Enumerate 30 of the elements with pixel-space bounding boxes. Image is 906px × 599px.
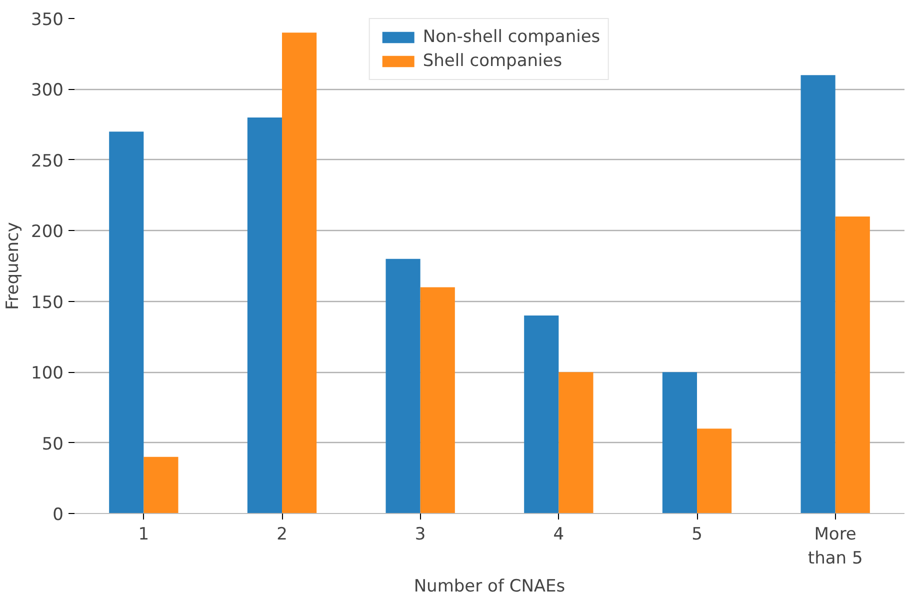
x-tick-label: More than 5 (808, 524, 863, 568)
bar (662, 372, 697, 514)
bar (282, 32, 317, 514)
bar (697, 428, 732, 514)
x-tick-label: 5 (692, 524, 702, 544)
bar (247, 118, 282, 514)
bar (144, 456, 178, 514)
y-tick-label: 250 (31, 151, 64, 172)
x-tick-label: 4 (553, 524, 564, 544)
bar (386, 258, 420, 514)
y-tick-label: 150 (31, 292, 64, 313)
x-tick-label: 2 (276, 524, 288, 544)
bar (109, 132, 144, 514)
bar (524, 316, 559, 514)
y-tick-label: 0 (52, 505, 64, 525)
y-tick-label: 350 (31, 10, 64, 30)
bar (558, 372, 594, 514)
legend-label: Shell companies (422, 51, 562, 71)
x-tick-label: 3 (414, 524, 426, 544)
bar (420, 287, 455, 514)
x-axis-title: Number of CNAEs (414, 576, 566, 596)
y-tick-label: 50 (42, 434, 64, 454)
legend-label: Non-shell companies (422, 27, 600, 47)
y-axis-title: Frequency (3, 222, 24, 310)
y-tick-label: 100 (31, 364, 64, 384)
bar (800, 75, 836, 514)
y-tick-label: 300 (31, 80, 64, 101)
x-tick-label: 1 (138, 524, 150, 544)
bar (835, 216, 870, 514)
y-tick-label: 200 (31, 222, 64, 242)
